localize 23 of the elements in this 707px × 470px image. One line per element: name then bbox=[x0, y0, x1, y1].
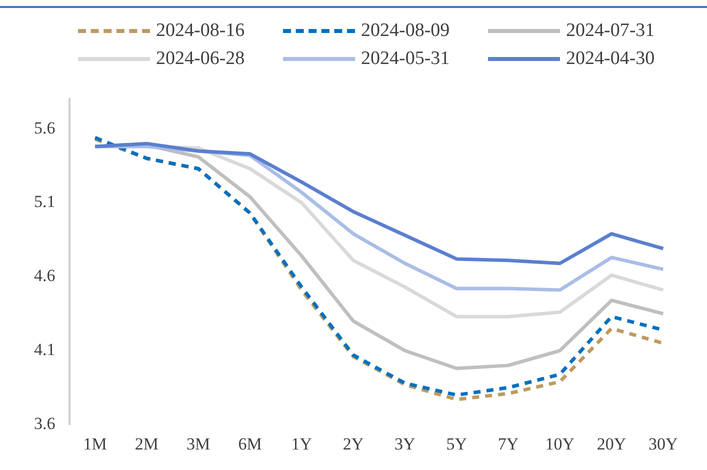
legend-label: 2024-06-28 bbox=[156, 48, 245, 70]
legend-label: 2024-08-09 bbox=[361, 20, 450, 42]
x-tick-label: 7Y bbox=[498, 434, 519, 454]
x-tick-label: 30Y bbox=[648, 434, 678, 454]
y-tick-label: 5.6 bbox=[34, 118, 56, 138]
x-tick-label: 2M bbox=[134, 434, 159, 454]
legend-label: 2024-08-16 bbox=[156, 20, 245, 42]
x-tick-label: 3Y bbox=[394, 434, 416, 454]
y-tick-label: 4.6 bbox=[34, 266, 56, 286]
legend-label: 2024-07-31 bbox=[566, 20, 655, 42]
legend-label: 2024-05-31 bbox=[361, 48, 450, 70]
x-tick-label: 3M bbox=[186, 434, 210, 454]
y-tick-label: 5.1 bbox=[34, 192, 56, 212]
y-tick-label: 4.1 bbox=[34, 340, 56, 360]
x-tick-label: 5Y bbox=[446, 434, 467, 454]
legend-label: 2024-04-30 bbox=[566, 48, 655, 70]
x-tick-label: 10Y bbox=[545, 434, 575, 454]
x-tick-label: 1Y bbox=[291, 434, 312, 454]
y-tick-label: 3.6 bbox=[34, 414, 56, 434]
x-tick-label: 20Y bbox=[596, 434, 626, 454]
x-tick-label: 2Y bbox=[342, 434, 364, 454]
x-tick-label: 1M bbox=[83, 434, 107, 454]
x-tick-label: 6M bbox=[238, 434, 262, 454]
